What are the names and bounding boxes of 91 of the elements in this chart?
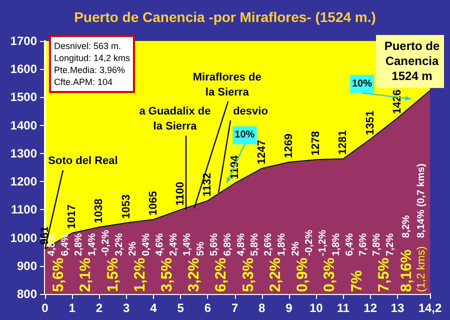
y-tick-label: 1400: [10, 118, 38, 132]
y-tick-label: 1300: [10, 146, 38, 160]
chart-title: Puerto de Canencia -por Miraflores- (1524 m.): [74, 9, 376, 25]
annotation: 1,4%: [86, 233, 98, 256]
annotation: 5,3%: [240, 258, 257, 292]
x-tick-label: 11: [336, 301, 350, 315]
annotation: Longitud: 14,2 kms: [54, 53, 131, 63]
annotation: 3,5%: [158, 258, 176, 292]
annotation: Desnivel: 563 m.: [54, 41, 122, 51]
x-tick-label: 9: [286, 301, 293, 315]
data-label: 1100: [174, 182, 187, 206]
x-tick-label: 8: [258, 301, 266, 315]
data-label: 1038: [93, 198, 106, 224]
y-tick-label: 1600: [10, 62, 38, 76]
annotation: 0,4%: [141, 233, 152, 256]
data-label: 1017: [66, 204, 78, 229]
annotation: 2,6%: [263, 233, 274, 256]
annotation: 6,8%: [222, 233, 234, 256]
annotation: 6,2%: [212, 258, 230, 292]
x-tick-label: 2: [96, 301, 103, 315]
y-tick-label: 800: [16, 287, 38, 301]
annotation: Soto del Real: [48, 155, 118, 168]
annotation: (1,2 kms): [416, 246, 428, 292]
annotation: Puerto de Canencia 1524 m: [384, 38, 440, 83]
x-tick-label: 4: [150, 301, 158, 315]
annotation: 7,5%: [375, 258, 392, 292]
annotation: 2,1%: [77, 258, 94, 292]
annotation: 5%: [195, 241, 206, 256]
annotation: 10%: [234, 130, 255, 141]
annotation: 2%: [290, 241, 302, 256]
x-tick-label: 14,2: [418, 301, 442, 315]
annotation: 5,6%: [208, 233, 220, 256]
x-tick-label: 1: [68, 301, 76, 315]
annotation: 2,4%: [168, 233, 180, 256]
annotation: 6,4%: [344, 233, 356, 256]
x-tick-label: 5: [177, 301, 184, 315]
x-tick-label: 13: [390, 301, 404, 315]
annotation: 2,2%: [266, 258, 284, 292]
data-label: 1053: [120, 194, 132, 219]
annotation: 4,8%: [236, 233, 248, 256]
x-tick-label: 3: [122, 301, 130, 315]
y-tick-label: 1200: [10, 174, 38, 189]
y-tick-label: 1000: [10, 230, 38, 245]
y-tick-label: 1700: [10, 34, 38, 48]
annotation: -1,2%: [317, 230, 328, 256]
annotation: -0,2%: [100, 230, 112, 256]
data-label: 1281: [337, 130, 350, 155]
data-label: 1132: [202, 172, 214, 197]
annotation: 2,8%: [73, 233, 84, 256]
x-tick-label: 0: [42, 301, 49, 315]
annotation: 7%: [348, 270, 366, 292]
annotation: 0,3%: [321, 258, 338, 292]
x-tick-label: 10: [309, 301, 324, 315]
annotation: 5,8%: [250, 233, 261, 256]
y-tick-label: 1100: [10, 202, 38, 217]
x-tick-label: 6: [204, 301, 212, 315]
annotation: 4,6%: [154, 233, 166, 256]
data-label: 1269: [283, 134, 296, 158]
annotation: 7,8%: [372, 233, 383, 256]
y-tick-label: 900: [16, 258, 38, 273]
annotation: 5,6%: [50, 258, 68, 292]
annotation: Miraflores de la Sierra: [192, 71, 262, 98]
x-tick-label: 7: [231, 301, 238, 315]
x-tick-label: 12: [364, 301, 378, 315]
data-label: 1278: [310, 131, 322, 156]
data-label: 1065: [147, 191, 160, 216]
annotation: 1,8%: [330, 233, 342, 256]
annotation: 10%: [352, 78, 372, 90]
annotation: 3,2%: [114, 233, 126, 256]
annotation: 7,2%: [385, 233, 396, 256]
annotation: 1,4%: [182, 233, 193, 256]
data-label: 1426: [391, 90, 404, 114]
annotation: a Guadalix de la Sierra: [139, 106, 211, 133]
y-tick-label: 1500: [10, 90, 38, 104]
annotation: 8,14% (0,7 kms): [416, 164, 428, 238]
annotation: 1,5%: [104, 258, 122, 292]
annotation: 8,16%: [398, 249, 416, 292]
data-label: 1351: [364, 110, 376, 136]
annotation: -0,2%: [304, 230, 315, 256]
data-label: 1247: [256, 140, 268, 164]
annotation: 6,4%: [60, 233, 71, 256]
annotation: Cfte.APM: 104: [54, 77, 113, 87]
annotation: 0,9%: [294, 258, 312, 292]
annotation: desvio: [233, 105, 268, 118]
annotation: 2%: [128, 241, 139, 256]
annotation: 7,6%: [358, 233, 370, 256]
annotation: Pte.Media: 3,96%: [54, 65, 126, 75]
annotation: 3,2%: [186, 258, 203, 292]
annotation: 1,2%: [131, 258, 148, 292]
annotation: 1,8%: [276, 233, 288, 256]
annotation: 8,2%: [401, 215, 412, 238]
